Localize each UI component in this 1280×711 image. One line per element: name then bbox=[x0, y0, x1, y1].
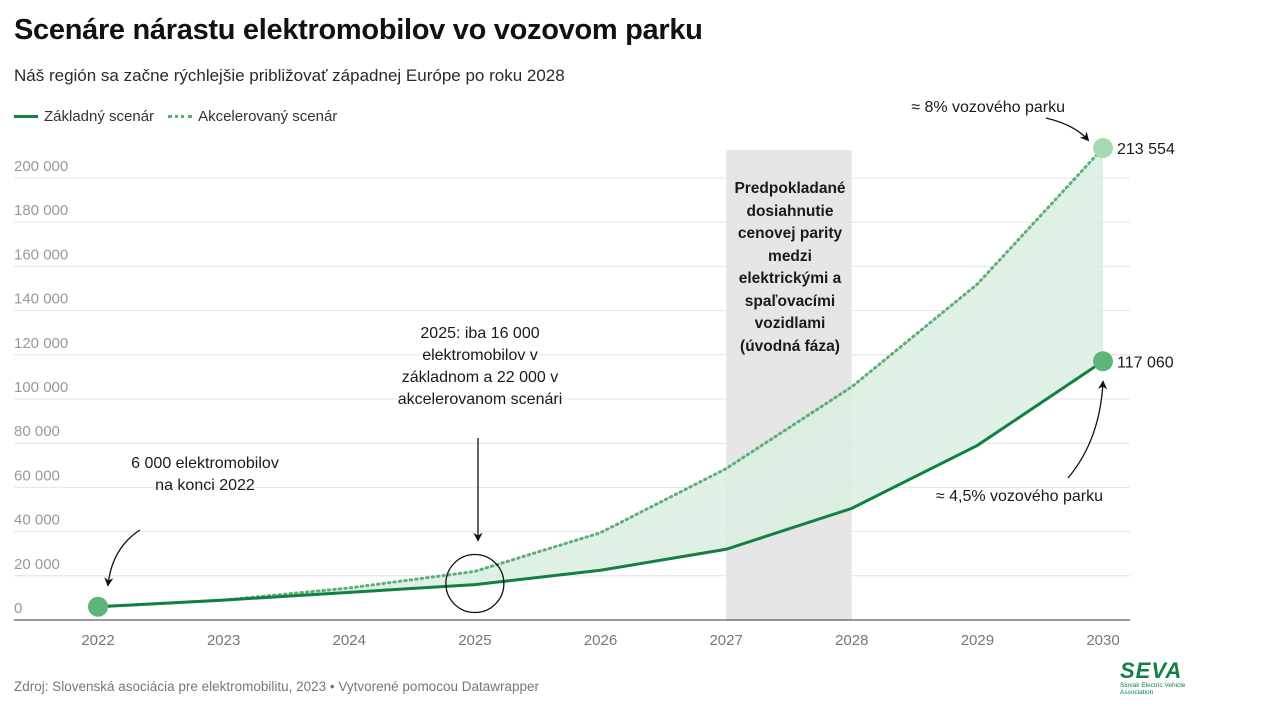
start-point bbox=[88, 596, 108, 617]
y-tick-label: 120 000 bbox=[14, 335, 68, 352]
legend-item-accelerated: Akcelerovaný scenár bbox=[168, 108, 337, 125]
x-tick-label: 2023 bbox=[207, 632, 240, 649]
highlight-circle-2025 bbox=[445, 553, 505, 614]
accelerated-share-annotation: ≈ 8% vozového parku bbox=[911, 99, 1065, 116]
accelerated-end-point bbox=[1093, 138, 1113, 159]
base-end-point bbox=[1093, 351, 1113, 372]
x-tick-label: 2026 bbox=[584, 632, 617, 649]
logo-mark: SEVA bbox=[1120, 658, 1183, 683]
x-tick-label: 2024 bbox=[333, 632, 366, 649]
y-tick-label: 0 bbox=[14, 600, 22, 617]
mid-annotation: 2025: iba 16 000 elektromobilov v základ… bbox=[397, 325, 563, 408]
base-end-label: 117 060 bbox=[1117, 354, 1174, 371]
base-arrow bbox=[1067, 380, 1108, 479]
legend-swatch-base bbox=[14, 115, 38, 118]
y-tick-label: 200 000 bbox=[14, 158, 68, 175]
legend-label-accelerated: Akcelerovaný scenár bbox=[198, 108, 338, 125]
base-share-annotation: ≈ 4,5% vozového parku bbox=[935, 488, 1103, 505]
y-tick-label: 20 000 bbox=[14, 556, 60, 573]
legend: Základný scenár Akcelerovaný scenár bbox=[14, 108, 351, 125]
chart-subtitle: Náš región sa začne rýchlejšie približov… bbox=[14, 66, 565, 85]
start-arrow bbox=[104, 529, 141, 587]
y-tick-label: 60 000 bbox=[14, 467, 60, 484]
x-tick-label: 2030 bbox=[1086, 632, 1119, 649]
x-tick-label: 2025 bbox=[458, 632, 491, 649]
base-series-line bbox=[97, 360, 1104, 609]
logo-caption: Slovak Electric Vehicle Association bbox=[1120, 682, 1186, 696]
chart-title: Scenáre nárastu elektromobilov vo vozovo… bbox=[14, 14, 703, 46]
y-tick-label: 180 000 bbox=[14, 202, 68, 219]
scenario-gap-area bbox=[98, 148, 1103, 607]
parity-annotation: Predpokladané dosiahnutie cenovej parity… bbox=[734, 180, 846, 355]
accelerated-arrow bbox=[1045, 117, 1090, 142]
x-tick-label: 2027 bbox=[709, 632, 742, 649]
start-annotation: 6 000 elektromobilov na konci 2022 bbox=[131, 455, 279, 494]
y-tick-label: 40 000 bbox=[14, 512, 60, 529]
y-tick-label: 100 000 bbox=[14, 379, 68, 396]
legend-label-base: Základný scenár bbox=[44, 108, 155, 125]
accelerated-end-label: 213 554 bbox=[1117, 141, 1175, 158]
y-tick-label: 160 000 bbox=[14, 246, 68, 263]
source-footer: Zdroj: Slovenská asociácia pre elektromo… bbox=[14, 679, 539, 694]
y-tick-label: 80 000 bbox=[14, 423, 60, 440]
legend-swatch-accelerated bbox=[168, 115, 193, 118]
x-tick-label: 2022 bbox=[81, 632, 114, 649]
seva-logo: SEVA Slovak Electric Vehicle Association bbox=[1120, 660, 1190, 700]
y-tick-label: 140 000 bbox=[14, 291, 68, 308]
x-tick-label: 2029 bbox=[961, 632, 994, 649]
x-tick-label: 2028 bbox=[835, 632, 868, 649]
legend-item-base: Základný scenár bbox=[14, 108, 154, 125]
